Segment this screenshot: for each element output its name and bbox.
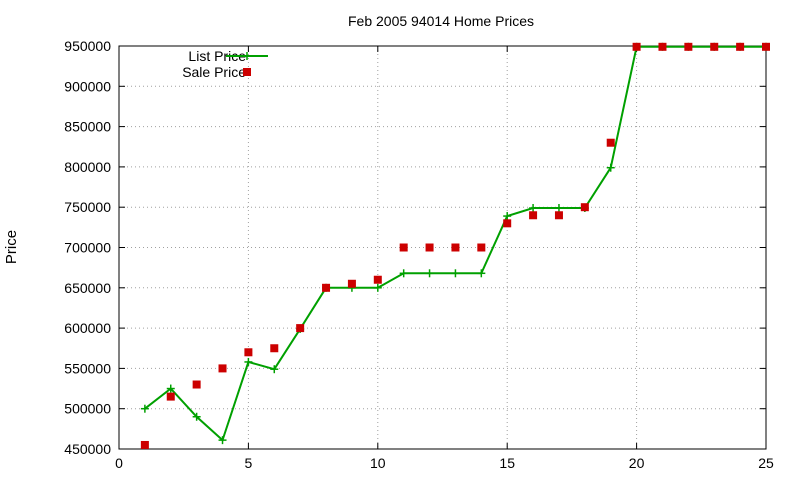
sale-price-point <box>606 138 615 147</box>
list-price-point <box>166 384 175 393</box>
sale-price-point <box>296 324 305 333</box>
x-tick-label: 5 <box>245 455 253 471</box>
x-tick-label: 20 <box>629 455 645 471</box>
sale-price-point <box>658 42 667 51</box>
list-price-point <box>451 269 460 278</box>
list-price-point <box>503 212 512 221</box>
plot-frame <box>118 45 767 450</box>
y-tick-label: 950000 <box>64 38 111 54</box>
x-tick-label: 10 <box>370 455 386 471</box>
sale-price-point <box>710 42 719 51</box>
sale-price-point <box>684 42 693 51</box>
sale-price-point <box>580 203 589 212</box>
sale-price-point <box>736 42 745 51</box>
sale-price-point <box>244 348 253 357</box>
sale-price-point <box>477 243 486 252</box>
sale-price-point <box>322 283 331 292</box>
list-price-point <box>554 204 563 213</box>
y-tick-label: 700000 <box>64 240 111 256</box>
sale-price-point <box>140 440 149 449</box>
sale-price-point <box>425 243 434 252</box>
y-axis-label: Price <box>3 230 20 264</box>
legend-marker-sale-price <box>243 68 251 76</box>
list-price-point <box>218 436 227 445</box>
list-price-point <box>270 365 279 374</box>
list-price-point <box>425 269 434 278</box>
y-tick-label: 900000 <box>64 78 111 94</box>
y-tick-label: 750000 <box>64 199 111 215</box>
sale-price-point <box>218 364 227 373</box>
sale-price-point <box>632 42 641 51</box>
y-tick-label: 450000 <box>64 441 111 457</box>
grid <box>119 46 766 449</box>
y-tick-label: 800000 <box>64 159 111 175</box>
sale-price-point <box>554 211 563 220</box>
list-price-point <box>244 357 253 366</box>
sale-price-point <box>503 219 512 228</box>
sale-price-point <box>347 279 356 288</box>
sale-price-point <box>762 42 770 51</box>
x-tick-label: 25 <box>758 455 774 471</box>
chart-title: Feb 2005 94014 Home Prices <box>348 13 534 29</box>
list-price-point <box>140 404 149 413</box>
sale-price-point <box>451 243 460 252</box>
list-price-point <box>606 163 615 172</box>
axis-ticks: 0 5 10 15 20 25 450000 500000 550000 600000 650000… <box>64 38 774 471</box>
list-price-point <box>373 283 382 292</box>
x-tick-label: 15 <box>499 455 515 471</box>
list-price-point <box>192 412 201 421</box>
sale-price-point <box>529 211 538 220</box>
sale-price-point <box>192 380 201 389</box>
list-price-point <box>477 269 486 278</box>
series-layer <box>140 42 770 449</box>
y-tick-label: 600000 <box>64 320 111 336</box>
sale-price-point <box>399 243 408 252</box>
sale-price-point <box>166 392 175 401</box>
x-tick-label: 0 <box>115 455 123 471</box>
y-tick-label: 500000 <box>64 401 111 417</box>
y-tick-label: 850000 <box>64 119 111 135</box>
list-price-point <box>399 269 408 278</box>
legend-marker-list-price <box>243 52 251 60</box>
legend-label-list-price: List Price <box>188 48 246 64</box>
y-tick-label: 650000 <box>64 280 111 296</box>
list-price-line <box>144 45 766 442</box>
y-tick-label: 550000 <box>64 360 111 376</box>
list-price-point <box>529 204 538 213</box>
sale-price-point <box>270 344 279 353</box>
sale-price-point <box>373 275 382 284</box>
legend-label-sale-price: Sale Price <box>182 64 246 80</box>
